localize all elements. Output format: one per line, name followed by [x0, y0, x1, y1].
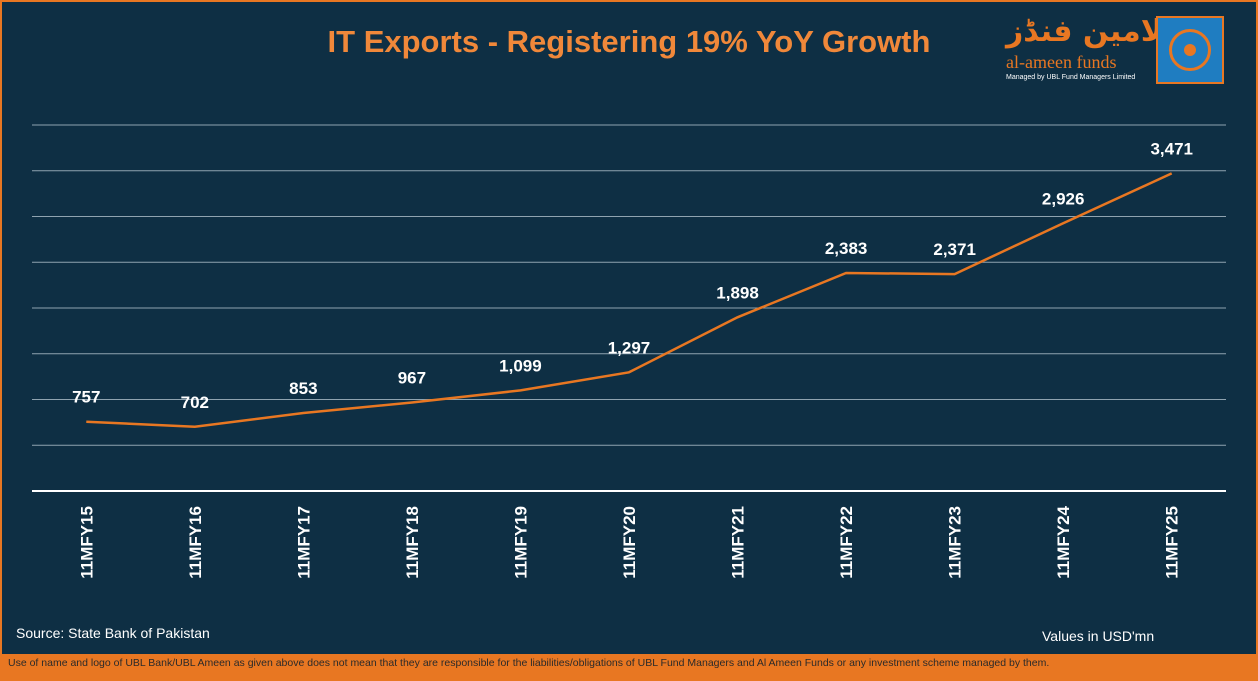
emblem-center	[1184, 44, 1196, 56]
logo-emblem-icon	[1156, 16, 1224, 84]
units-note: Values in USD'mn	[1042, 628, 1155, 644]
x-tick-label: 11MFY18	[403, 506, 422, 579]
data-label: 3,471	[1150, 139, 1193, 158]
x-tick-label: 11MFY20	[620, 506, 639, 579]
data-label: 1,898	[716, 283, 759, 302]
x-tick-label: 11MFY21	[729, 506, 748, 579]
x-tick-label: 11MFY17	[294, 506, 313, 579]
data-label: 702	[181, 393, 209, 412]
gridlines	[32, 124, 1226, 446]
logo-name: al-ameen funds	[1006, 52, 1117, 72]
emblem-ring	[1169, 29, 1211, 71]
data-label: 1,297	[608, 338, 651, 357]
x-tick-label: 11MFY19	[511, 506, 530, 579]
chart-title: IT Exports - Registering 19% YoY Growth	[327, 24, 931, 59]
data-label: 2,926	[1042, 189, 1085, 208]
x-tick-label: 11MFY25	[1163, 506, 1182, 579]
chart-panel	[2, 2, 1256, 654]
x-tick-label: 11MFY22	[837, 506, 856, 579]
data-label: 2,371	[933, 240, 976, 259]
logo-subtitle: Managed by UBL Fund Managers Limited	[1006, 74, 1136, 81]
data-label: 2,383	[825, 239, 868, 258]
x-tick-label: 11MFY16	[186, 506, 205, 579]
x-tick-label: 11MFY23	[946, 506, 965, 579]
al-ameen-logo: الامین فنڈز al-ameen funds Managed by UB…	[998, 12, 1230, 86]
data-label: 967	[398, 369, 426, 388]
data-label: 1,099	[499, 356, 542, 375]
data-label: 757	[72, 388, 100, 407]
disclaimer: Use of name and logo of UBL Bank/UBL Ame…	[8, 657, 1050, 669]
series-line	[86, 172, 1173, 429]
x-tick-label: 11MFY15	[77, 506, 96, 579]
data-label: 853	[289, 379, 317, 398]
x-tick-labels: 11MFY15 11MFY16 11MFY17 11MFY18 11MFY19 11MFY…	[77, 505, 1181, 578]
x-tick-label: 11MFY24	[1054, 505, 1073, 578]
data-labels: 757 702 853 967 1,099 1,297 1,898 2,383 2,371 2,9…	[72, 139, 1193, 427]
logo-arabic-text: الامین فنڈز	[1006, 14, 1174, 49]
source-note: Source: State Bank of Pakistan	[16, 625, 210, 641]
